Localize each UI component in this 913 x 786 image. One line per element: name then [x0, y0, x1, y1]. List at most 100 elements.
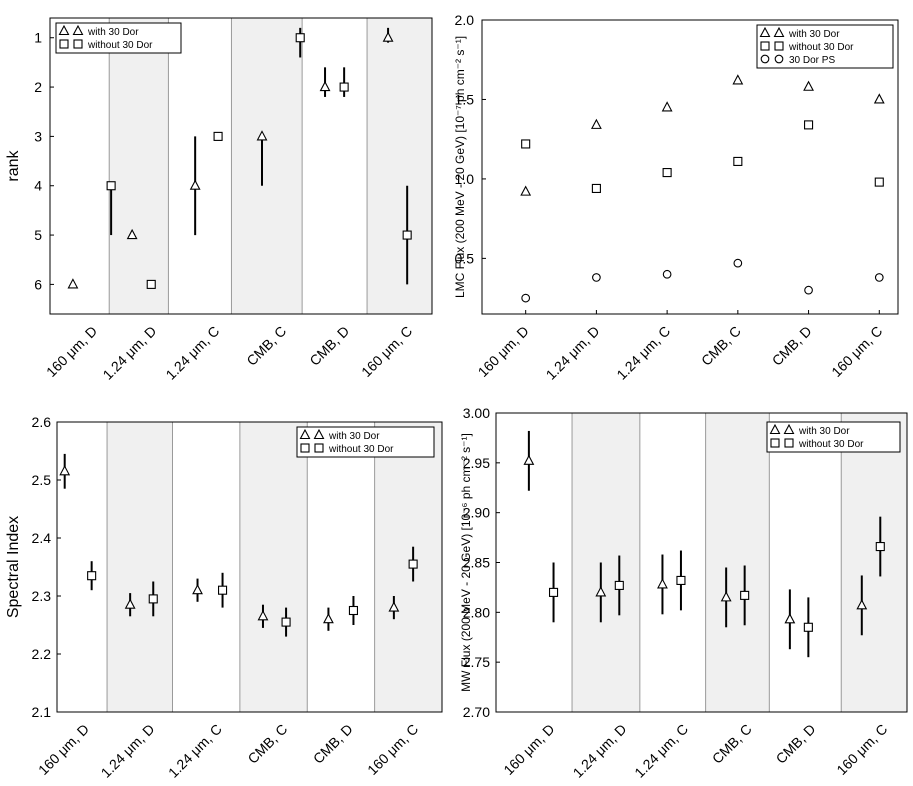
data-point	[720, 591, 732, 602]
legend: with 30 Dor without 30 Dor 30 Dor PS	[756, 24, 894, 69]
data-point	[874, 177, 884, 187]
legend-marker	[58, 24, 70, 36]
plot-frame	[481, 19, 899, 315]
shaded-band-2	[705, 413, 770, 712]
data-point	[213, 131, 223, 141]
shaded-band-3	[374, 422, 442, 712]
x-tick-label: 1.24 μm, C	[165, 721, 225, 781]
data-point	[590, 118, 602, 129]
y-tick-label: 2	[34, 79, 42, 95]
data-point	[614, 580, 624, 590]
y-tick-label: 6	[34, 276, 42, 292]
x-tick-label: 160 μm, C	[828, 323, 885, 380]
y-tick-label: 4	[34, 178, 42, 194]
x-tick-label: 1.24 μm, D	[99, 323, 159, 383]
data-point	[662, 168, 672, 178]
y-axis-label: LMC Flux (200 MeV - 20 GeV) [10⁻⁷ ph cm⁻…	[453, 36, 467, 298]
data-point	[402, 230, 412, 240]
shaded-band-3	[841, 413, 907, 712]
data-point	[875, 542, 885, 552]
data-point	[733, 156, 743, 166]
legend: with 30 Dor without 30 Dor	[296, 426, 435, 458]
x-tick-label: CMB, D	[773, 721, 819, 767]
x-tick-label: 160 μm, C	[364, 721, 421, 778]
y-tick-label: 2.90	[463, 505, 490, 521]
legend-marker	[783, 423, 795, 435]
data-point	[803, 622, 813, 632]
data-point	[732, 74, 744, 85]
data-point	[146, 279, 156, 289]
y-tick-label: 2.0	[455, 12, 475, 28]
legend-marker	[760, 54, 770, 64]
data-point	[520, 185, 532, 196]
x-tick-label: 1.24 μm, C	[613, 323, 673, 383]
legend-marker	[759, 26, 771, 38]
data-point	[257, 610, 269, 621]
data-point	[733, 258, 743, 268]
data-point	[591, 183, 601, 194]
shaded-band-2	[239, 422, 308, 712]
data-point	[126, 228, 138, 240]
chart-3: 2.1 2.2 2.3 2.4 2.5 2.6 Spectral Index 160 μm, …	[5, 414, 443, 781]
data-point	[595, 586, 607, 597]
legend-marker	[59, 39, 69, 49]
legend-marker	[314, 443, 324, 453]
data-point	[189, 179, 201, 190]
y-tick-label: 2.6	[32, 414, 52, 430]
legend: with 30 Dor without 30 Dor	[766, 421, 901, 453]
legend-label: without 30 Dor	[328, 444, 394, 455]
data-point	[784, 613, 796, 624]
x-tick-label: CMB, D	[769, 323, 815, 369]
series-square	[87, 546, 418, 637]
x-tick-label: 160 μm, D	[43, 323, 100, 380]
series-square	[521, 120, 884, 194]
y-tick-label: 3.00	[463, 405, 490, 421]
plot-frame	[49, 17, 433, 315]
y-tick-label: 2.95	[463, 455, 490, 471]
x-tick-label: CMB, C	[698, 323, 744, 369]
x-tick-label: 1.24 μm, C	[631, 721, 691, 781]
y-tick-label: 2.80	[463, 604, 490, 620]
series-triangle	[523, 430, 868, 650]
data-point	[348, 605, 359, 616]
y-tick-label: 2.85	[463, 555, 490, 571]
y-tick-label: 2.75	[463, 654, 490, 670]
legend-marker	[774, 54, 784, 64]
x-tick-label: 160 μm, D	[500, 721, 557, 778]
legend-label: with 30 Dor	[788, 29, 840, 40]
legend: with 30 Dor without 30 Dor	[55, 22, 182, 54]
data-point	[382, 31, 394, 42]
y-axis-label: MW Flux (200 MeV - 20 GeV) [10⁻⁶ ph cm⁻²…	[459, 433, 473, 692]
data-point	[106, 181, 116, 191]
data-point	[339, 82, 349, 92]
legend-label: with 30 Dor	[798, 426, 850, 437]
data-point	[192, 584, 203, 595]
chart-4: 2.70 2.75 2.80 2.85 2.90 2.95 3.00 MW Flux (200…	[459, 405, 908, 781]
legend-label: without 30 Dor	[798, 439, 864, 450]
data-point	[874, 273, 884, 282]
legend-marker	[760, 41, 770, 51]
data-point	[873, 93, 885, 104]
x-tick-label: CMB, C	[709, 721, 755, 767]
y-tick-label: 2.3	[32, 588, 52, 604]
chart-1: 1 2 3 4 5 6 rank 160 μm, D 1.24 μm, D 1.24 μm, C C…	[5, 17, 433, 383]
x-tick-label: 160 μm, D	[35, 721, 92, 778]
data-point	[87, 571, 97, 581]
plot-frame	[56, 421, 443, 713]
data-point	[661, 101, 673, 112]
legend-label: with 30 Dor	[87, 27, 139, 38]
y-tick-label: 1	[34, 30, 42, 46]
y-tick-label: 0.5	[455, 250, 475, 266]
y-tick-label: 2.2	[32, 646, 52, 662]
legend-label: without 30 Dor	[87, 40, 153, 51]
x-tick-label: 1.24 μm, C	[162, 323, 222, 383]
chart-2: 0.5 1.0 1.5 2.0 LMC Flux (200 MeV - 20 GeV) …	[453, 12, 899, 383]
data-point	[740, 590, 750, 600]
y-tick-label: 2.70	[463, 704, 490, 720]
legend-marker	[774, 41, 784, 51]
series-square	[106, 27, 412, 289]
x-tick-label: 160 μm, C	[833, 721, 890, 778]
x-tick-label: CMB, C	[244, 721, 290, 767]
x-tick-label: CMB, D	[306, 323, 352, 369]
